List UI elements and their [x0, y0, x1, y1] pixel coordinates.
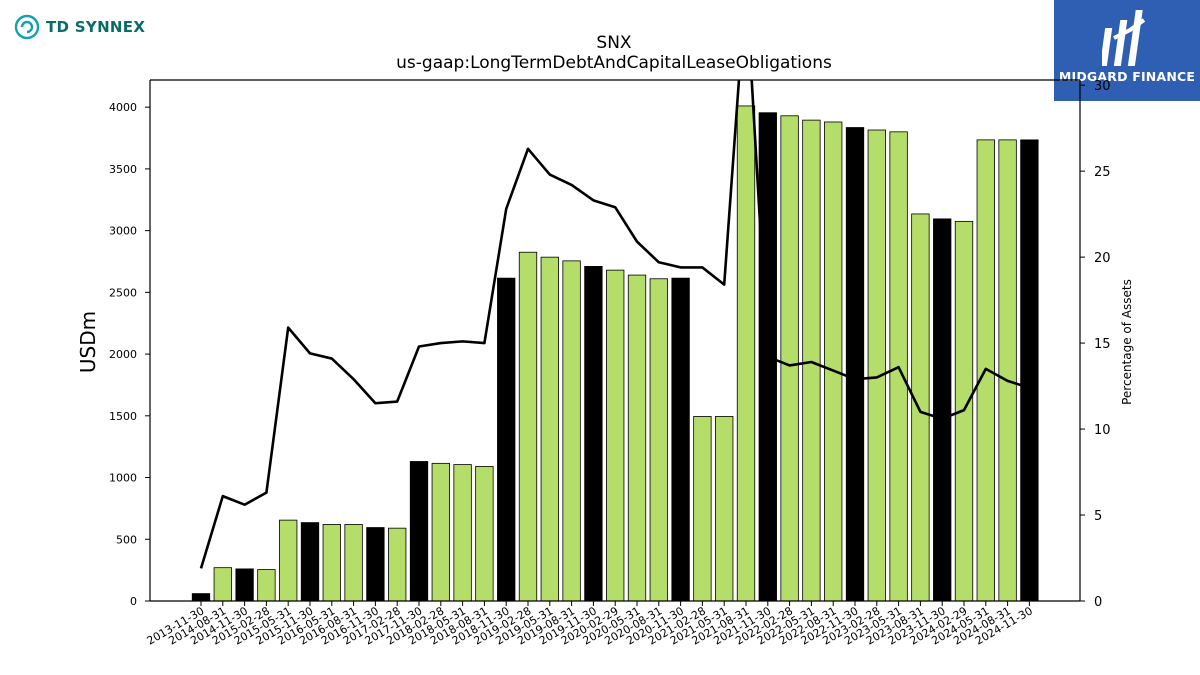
bar — [431, 462, 450, 602]
midgard-logo-icon — [1102, 10, 1146, 66]
bar — [409, 461, 429, 602]
bar — [540, 256, 559, 602]
y-tick-label: 3000 — [109, 225, 137, 238]
y-tick-label: 2500 — [109, 286, 137, 299]
axes: 0 500 1000 1500 2000 2500 3000 3500 4000 0 5 10 15 20… — [109, 79, 1111, 647]
y-axis-label: USDm — [76, 311, 100, 373]
y2-tick-label: 30 — [1094, 79, 1111, 94]
bar — [802, 119, 821, 602]
bar — [453, 464, 472, 602]
y2-tick-label: 10 — [1094, 423, 1111, 438]
y-tick-label: 3500 — [109, 163, 137, 176]
bar — [366, 527, 385, 602]
bar — [671, 277, 690, 602]
bar — [279, 519, 298, 602]
y-tick-label: 4000 — [109, 101, 137, 114]
y-tick-label: 0 — [130, 595, 137, 608]
bar — [606, 269, 625, 602]
bar — [1020, 139, 1039, 602]
bar — [627, 274, 647, 602]
publisher-logo: MIDGARD FINANCE — [1054, 0, 1200, 101]
bar — [518, 251, 538, 602]
y-tick-label: 500 — [116, 533, 137, 546]
bar — [933, 218, 952, 602]
bar — [475, 466, 494, 602]
chart-subtitle: us-gaap:LongTermDebtAndCapitalLeaseOblig… — [396, 53, 832, 73]
bar — [736, 105, 756, 602]
y2-tick-label: 25 — [1094, 165, 1111, 180]
bar — [322, 524, 341, 602]
bar — [715, 416, 734, 602]
bar — [693, 416, 712, 602]
td-synnex-logo-icon — [14, 14, 40, 40]
y2-axis-label: Percentage of Assets — [1120, 279, 1134, 405]
y2-tick-label: 0 — [1094, 595, 1102, 610]
bar — [257, 569, 276, 602]
bar — [584, 266, 603, 602]
line-series — [199, 80, 1030, 569]
percentage-line — [199, 80, 1030, 569]
y-tick-label: 2000 — [109, 348, 137, 361]
y-tick-label: 1500 — [109, 410, 137, 423]
bar-series — [191, 105, 1039, 602]
bar — [344, 524, 363, 602]
publisher-logo-text: MIDGARD FINANCE — [1058, 69, 1196, 84]
bar — [780, 115, 799, 602]
bar — [824, 121, 843, 602]
chart-title: SNX — [596, 33, 632, 53]
bar — [213, 567, 232, 602]
bar — [497, 277, 516, 602]
bar — [845, 127, 865, 602]
y2-tick-label: 20 — [1094, 251, 1111, 266]
bar — [867, 129, 886, 602]
bar — [388, 527, 407, 602]
bar — [649, 278, 668, 602]
y2-tick-label: 15 — [1094, 337, 1111, 352]
bar — [998, 139, 1017, 602]
bar — [191, 593, 211, 602]
bar — [235, 568, 254, 602]
company-logo: TD SYNNEX — [14, 14, 145, 40]
company-logo-text: TD SYNNEX — [46, 18, 146, 36]
y2-tick-label: 5 — [1094, 509, 1102, 524]
bar — [911, 213, 930, 602]
y-tick-label: 1000 — [109, 472, 137, 485]
bar — [300, 522, 320, 602]
bar — [562, 260, 581, 602]
